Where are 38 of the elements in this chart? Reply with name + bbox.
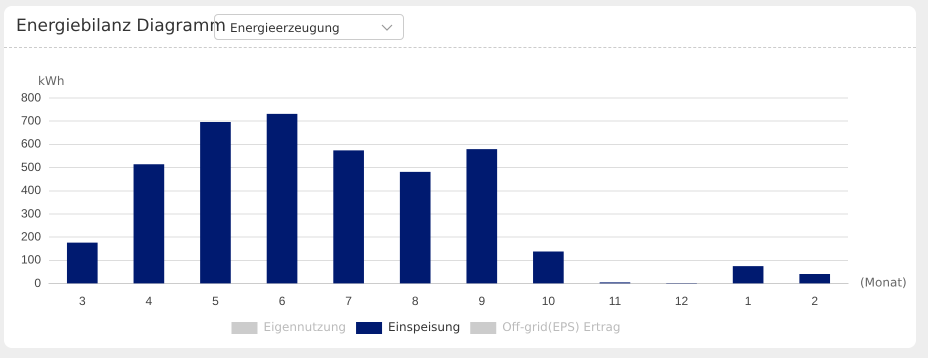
x-tick-label: 2 — [811, 294, 818, 308]
bar — [200, 122, 231, 284]
x-tick-label: 4 — [146, 294, 153, 308]
bar — [266, 114, 298, 284]
x-tick-label: 5 — [212, 294, 220, 308]
x-tick-label: 7 — [345, 294, 352, 308]
x-axis-title: (Monat) — [860, 276, 907, 290]
legend-label: Eigennutzung — [263, 320, 346, 334]
y-tick-label: 500 — [20, 160, 42, 174]
y-axis-title: kWh — [38, 74, 64, 88]
y-tick-label: 400 — [20, 183, 42, 198]
x-tick-label: 10 — [542, 294, 556, 308]
bar — [466, 149, 498, 284]
bar — [66, 242, 98, 284]
y-tick-label: 300 — [20, 206, 42, 220]
bar — [333, 150, 364, 284]
legend-label: Einspeisung — [388, 320, 460, 334]
x-tick-label: 6 — [278, 294, 286, 308]
bar — [400, 172, 431, 284]
x-tick-label: 3 — [78, 294, 86, 308]
bar — [533, 251, 564, 284]
y-tick-label: 700 — [20, 114, 42, 128]
y-tick-label: 100 — [20, 252, 42, 267]
chart-title: Energiebilanz Diagramm — [16, 16, 226, 36]
x-tick-label: 8 — [412, 294, 419, 308]
x-tick-label: 12 — [674, 294, 689, 308]
bar — [799, 274, 830, 284]
x-tick-label: 11 — [608, 294, 622, 308]
y-tick-label: 600 — [20, 136, 42, 151]
y-tick-label: 200 — [20, 230, 42, 244]
y-tick-label: 800 — [20, 90, 42, 104]
x-tick-label: 9 — [478, 294, 486, 308]
y-tick-label: 0 — [34, 276, 42, 290]
x-tick-label: 1 — [744, 294, 752, 308]
text: Energieerzeugung — [230, 21, 340, 35]
legend-label: Off-grid(EPS) Ertrag — [502, 320, 621, 334]
bar — [134, 164, 164, 284]
bar — [732, 266, 764, 284]
